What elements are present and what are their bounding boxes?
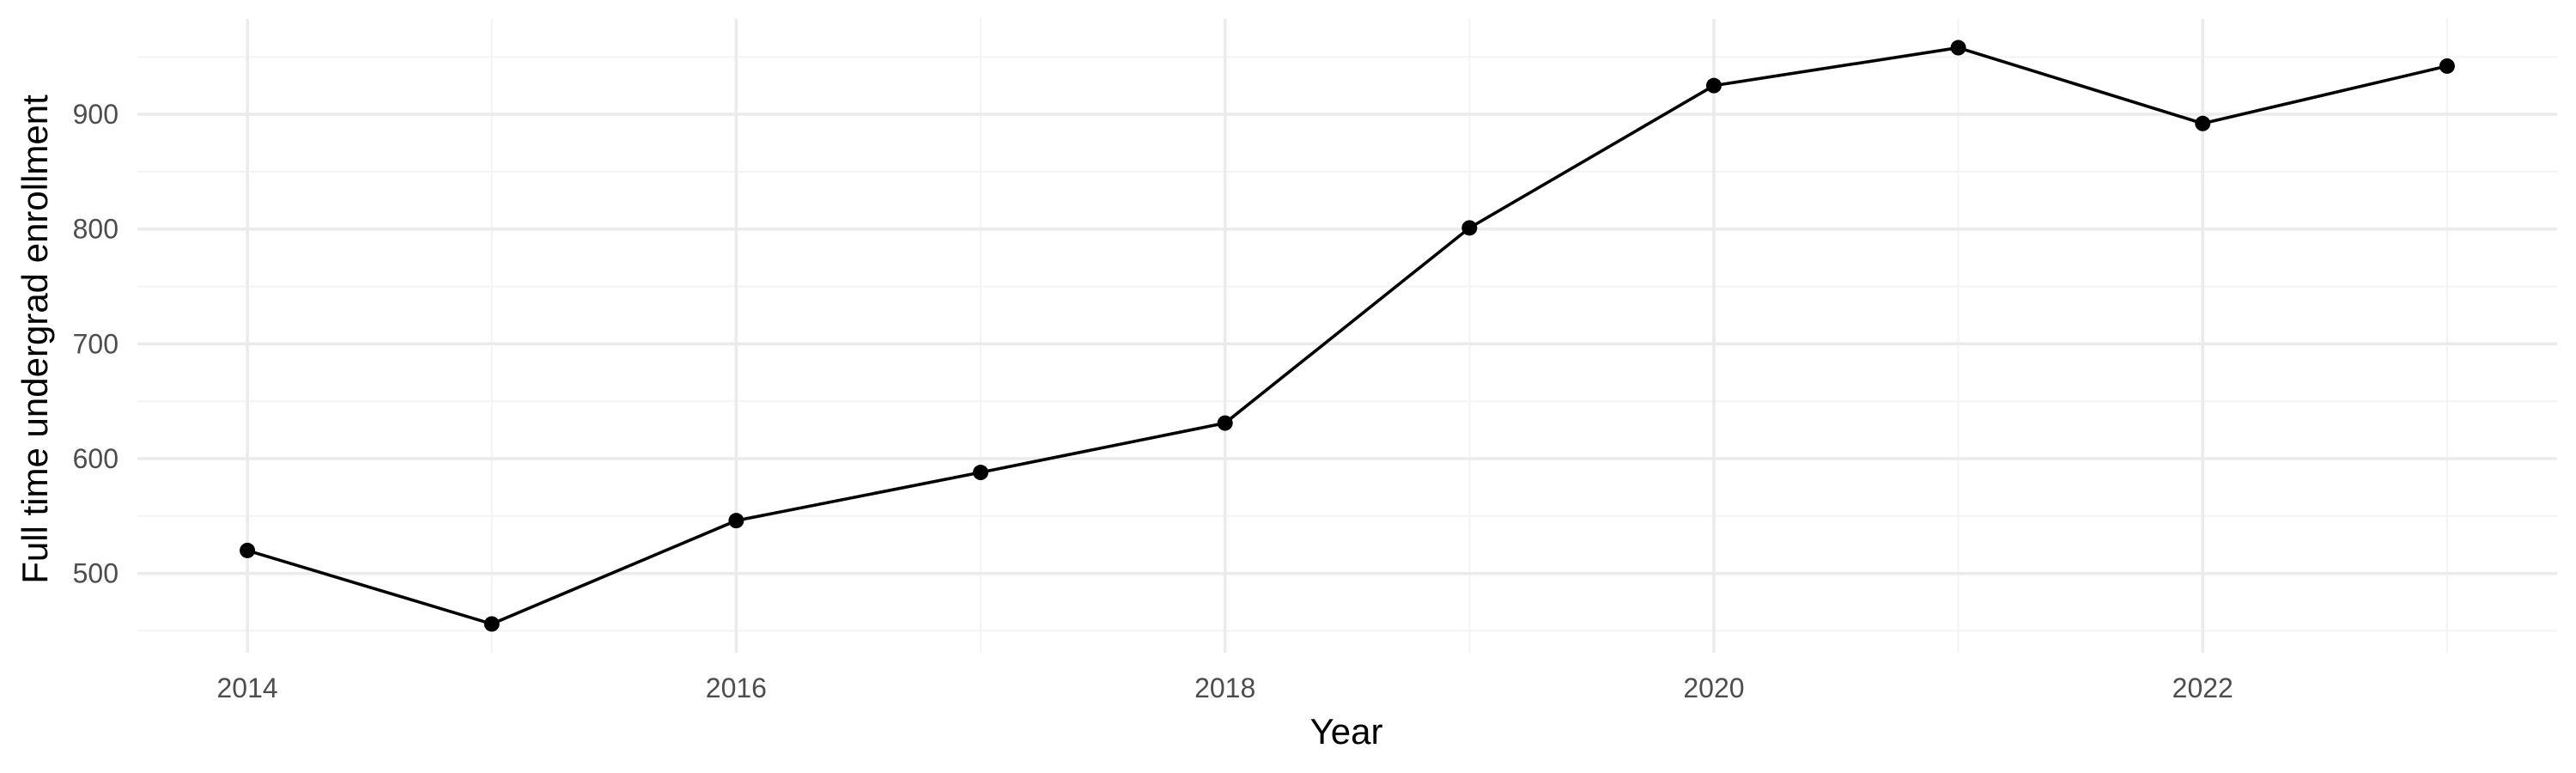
data-point — [2439, 58, 2455, 74]
y-tick-label: 800 — [73, 214, 118, 245]
x-tick-label: 2016 — [706, 673, 767, 703]
data-point — [483, 616, 500, 632]
y-tick-label: 900 — [73, 99, 118, 130]
data-point — [973, 465, 989, 481]
y-tick-label: 700 — [73, 328, 118, 359]
data-point — [1461, 220, 1478, 236]
series-line — [246, 46, 2448, 626]
data-point — [240, 542, 256, 558]
y-tick-label: 600 — [73, 443, 118, 474]
series-group — [240, 40, 2455, 632]
y-tick-label: 500 — [73, 558, 118, 589]
major-gridlines — [137, 19, 2557, 653]
x-tick-label: 2018 — [1194, 673, 1255, 703]
data-point — [1217, 415, 1233, 431]
data-point — [728, 513, 744, 529]
y-axis-title: Full time undergrad enrollment — [15, 94, 55, 584]
x-tick-label: 2022 — [2172, 673, 2233, 703]
x-axis-title: Year — [1310, 711, 1383, 752]
y-tick-labels: 500 600 700 800 900 — [73, 99, 118, 589]
data-point — [2195, 115, 2211, 131]
data-point — [1950, 40, 1966, 56]
x-tick-label: 2014 — [216, 673, 277, 703]
x-tick-label: 2020 — [1683, 673, 1744, 703]
x-tick-labels: 2014 2016 2018 2020 2022 — [216, 673, 2233, 703]
data-point — [1705, 77, 1722, 94]
minor-gridlines — [137, 19, 2557, 653]
